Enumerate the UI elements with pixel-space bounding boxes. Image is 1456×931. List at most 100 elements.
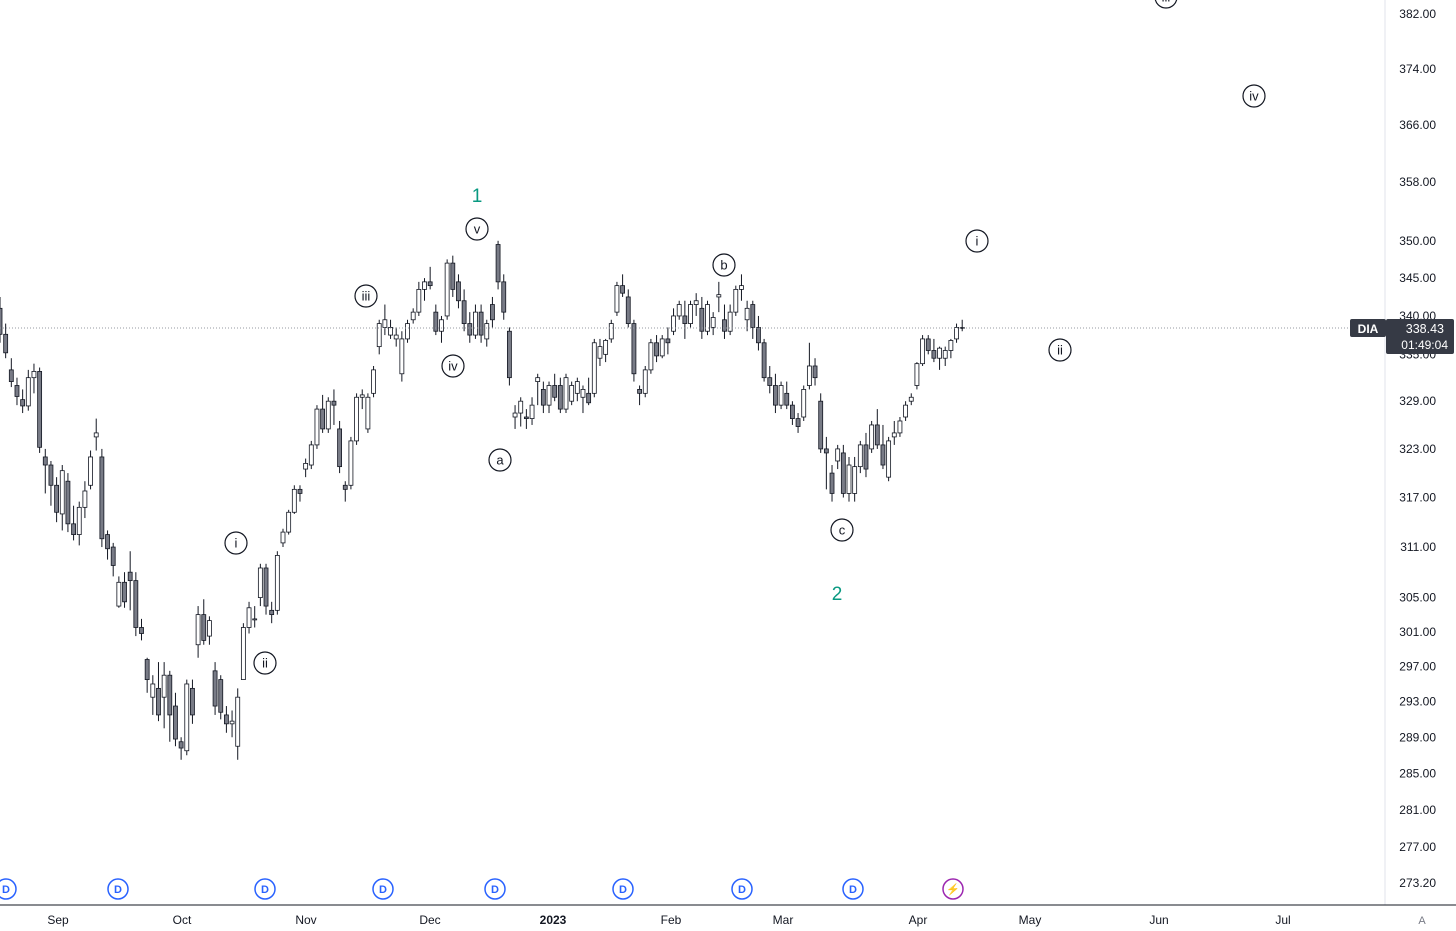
candle	[886, 436, 892, 482]
candle	[495, 240, 501, 290]
event-marker-circle[interactable]	[107, 878, 129, 900]
candle-body	[518, 400, 524, 414]
candle	[501, 274, 507, 320]
dividend-marker[interactable]: D	[254, 878, 276, 900]
candle	[376, 319, 382, 355]
candle-body	[201, 614, 207, 641]
wave-label-text: i	[976, 234, 979, 249]
event-marker-label[interactable]: D	[114, 884, 122, 896]
candle	[127, 551, 133, 611]
candle-body	[869, 424, 875, 450]
dividend-marker[interactable]: D	[372, 878, 394, 900]
candle	[139, 618, 144, 641]
candles-layer	[0, 240, 965, 760]
candle	[337, 420, 343, 474]
wave-circle	[354, 284, 378, 308]
event-marker-circle[interactable]	[372, 878, 394, 900]
candle	[773, 373, 778, 414]
candle	[744, 300, 750, 332]
candle	[240, 623, 246, 680]
candle	[478, 304, 484, 343]
event-marker-circle[interactable]	[484, 878, 506, 900]
candle-body	[342, 484, 348, 490]
candle	[937, 346, 942, 370]
event-marker-label[interactable]: D	[379, 884, 387, 896]
price-tick-label: 345.00	[1399, 271, 1436, 285]
candle	[359, 389, 365, 410]
wave-circle	[712, 253, 736, 277]
candle-body	[184, 683, 190, 752]
candle-body	[20, 399, 26, 407]
candle-body	[82, 490, 88, 508]
event-marker-label[interactable]: D	[849, 884, 857, 896]
event-marker-label[interactable]: D	[2, 884, 10, 896]
candle-body	[167, 674, 173, 716]
price-tick-label: 273.20	[1399, 876, 1436, 890]
candle	[71, 505, 76, 541]
candle-body	[240, 627, 246, 680]
wave-label-text: iii	[1162, 0, 1171, 5]
candle-body	[506, 330, 512, 379]
dividend-marker[interactable]: D	[842, 878, 864, 900]
candle-body	[903, 404, 908, 418]
earnings-marker[interactable]: ⚡	[942, 878, 964, 900]
candle-body	[325, 400, 331, 430]
candle	[223, 706, 229, 733]
auto-scale-button[interactable]: A	[1418, 915, 1426, 927]
wave-label-text: iii	[362, 289, 371, 304]
candle-body	[665, 338, 671, 344]
candle-body	[178, 741, 184, 749]
event-marker-label[interactable]: D	[261, 884, 269, 896]
candle-body	[699, 307, 705, 332]
dividend-marker[interactable]: D	[731, 878, 753, 900]
candle	[897, 417, 903, 437]
dividend-marker[interactable]: D	[612, 878, 634, 900]
candle	[574, 377, 580, 402]
candle	[88, 450, 93, 490]
price-tick-label: 317.00	[1399, 491, 1436, 505]
price-axis-background[interactable]	[1385, 0, 1456, 905]
candle-body	[773, 385, 778, 406]
candle	[733, 285, 739, 316]
dividend-marker[interactable]: D	[484, 878, 506, 900]
candle-body	[297, 488, 303, 494]
candle	[450, 255, 456, 297]
dividend-marker[interactable]: D	[0, 878, 17, 900]
wave-label-text: c	[839, 523, 846, 538]
price-tag-bg	[1386, 319, 1454, 354]
event-marker-circle[interactable]	[0, 878, 17, 900]
event-marker-label[interactable]: D	[491, 884, 499, 896]
event-marker-label[interactable]: D	[619, 884, 627, 896]
wave-circle	[253, 651, 277, 675]
dividend-marker[interactable]: D	[107, 878, 129, 900]
candle	[920, 335, 925, 366]
candle-body	[456, 281, 461, 302]
event-marker-circle[interactable]	[254, 878, 276, 900]
candle-body	[778, 385, 784, 406]
event-markers: D D D D D D D D ⚡	[0, 878, 964, 900]
candle	[8, 358, 14, 388]
auto-scale-label[interactable]: A	[1418, 915, 1426, 927]
candle	[144, 657, 150, 693]
candle-body	[761, 342, 767, 379]
event-marker-circle[interactable]	[942, 878, 964, 900]
wave-circle-label: b	[712, 253, 736, 277]
event-marker-label[interactable]: D	[738, 884, 746, 896]
candle-body	[563, 377, 569, 410]
event-marker-circle[interactable]	[612, 878, 634, 900]
event-marker-label[interactable]: ⚡	[946, 883, 960, 896]
candle-body	[8, 369, 14, 382]
wave-degree-label: 1	[472, 186, 483, 207]
candle	[93, 418, 99, 451]
candle	[608, 319, 614, 343]
candle-body	[444, 262, 450, 317]
candle	[427, 266, 433, 290]
event-marker-circle[interactable]	[731, 878, 753, 900]
candle	[699, 296, 705, 339]
candle	[173, 692, 178, 747]
candle-body	[840, 452, 846, 494]
event-marker-circle[interactable]	[842, 878, 864, 900]
candle-body	[546, 385, 552, 406]
candle	[263, 563, 269, 615]
